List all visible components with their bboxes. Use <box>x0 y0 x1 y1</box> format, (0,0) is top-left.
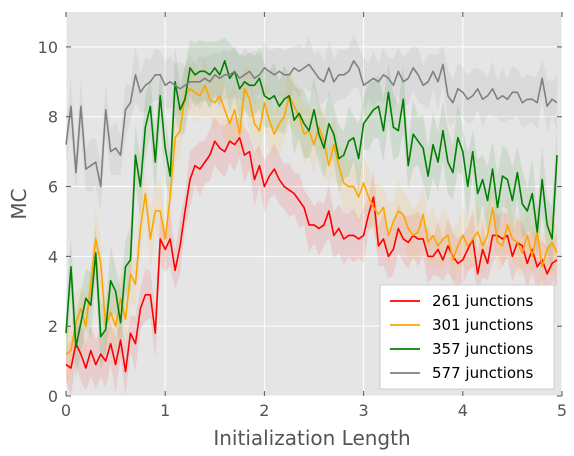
series-line-1 <box>65 136 558 373</box>
legend-label-1: 261 junctions <box>432 292 534 310</box>
series-line-2 <box>65 84 558 355</box>
band-3 <box>66 37 558 379</box>
series-line-4 <box>65 60 558 188</box>
legend: 261 junctions 301 junctions 357 junctions 5… <box>379 284 555 390</box>
series-line-3 <box>65 60 558 348</box>
x-tick-label-2: 2 <box>259 401 269 420</box>
y-tick-label-2: 2 <box>48 317 58 336</box>
legend-label-4: 577 junctions <box>432 364 534 382</box>
legend-label-3: 357 junctions <box>432 340 534 358</box>
y-tick-label-6: 6 <box>48 178 58 197</box>
y-tick-label-4: 4 <box>48 247 58 266</box>
series-lines <box>65 60 558 373</box>
x-tick-label-4: 4 <box>458 401 468 420</box>
x-tick-label-0: 0 <box>61 401 71 420</box>
y-axis-label: MC <box>7 188 31 219</box>
x-tick-label-3: 3 <box>359 401 369 420</box>
x-tick-label-1: 1 <box>160 401 170 420</box>
axis-ticks: 0 1 2 3 4 5 0 2 4 6 8 10 <box>38 12 567 420</box>
x-axis-label: Initialization Length <box>213 426 410 450</box>
y-tick-label-10: 10 <box>38 38 58 57</box>
y-tick-label-0: 0 <box>48 387 58 406</box>
y-tick-label-8: 8 <box>48 108 58 127</box>
legend-label-2: 301 junctions <box>432 316 534 334</box>
x-tick-label-5: 5 <box>557 401 567 420</box>
legend-box <box>379 284 555 390</box>
